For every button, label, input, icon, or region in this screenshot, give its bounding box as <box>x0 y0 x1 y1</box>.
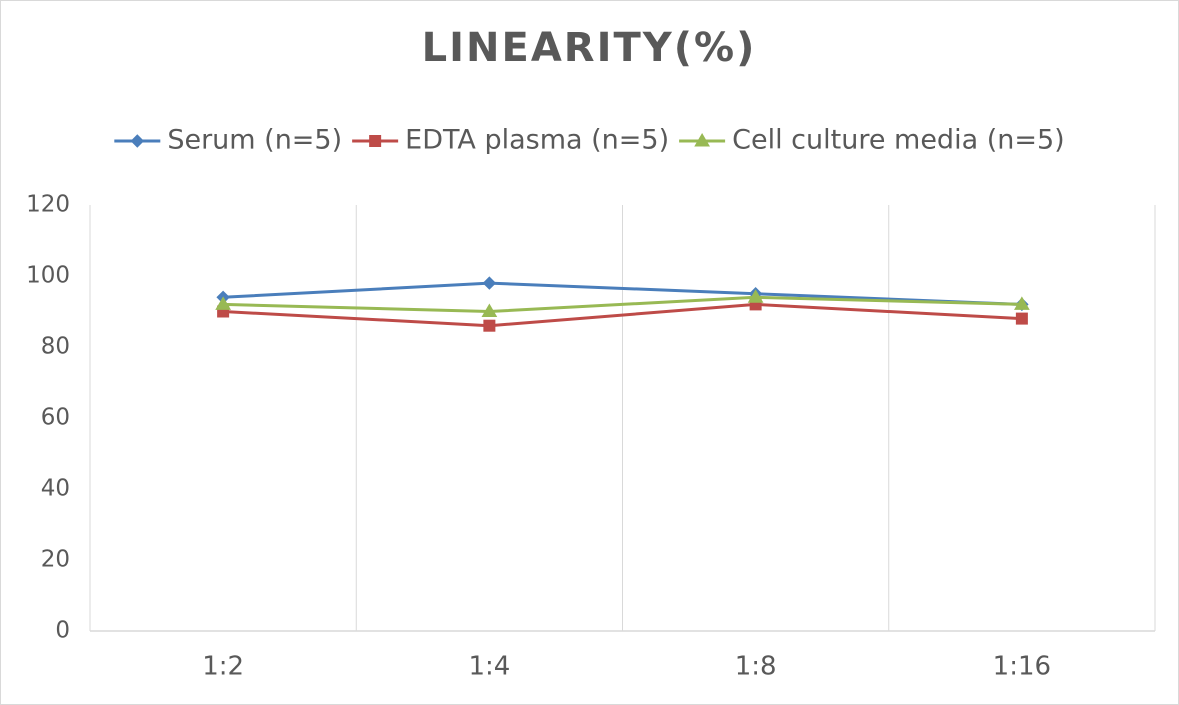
series-line <box>223 302 1022 328</box>
legend-item: Serum (n=5) <box>114 125 342 156</box>
marker <box>481 303 498 317</box>
marker <box>483 319 496 332</box>
legend-label: Cell culture media (n=5) <box>732 125 1065 156</box>
legend-label: EDTA plasma (n=5) <box>405 125 669 156</box>
series-line <box>223 295 1022 314</box>
y-tick-label: 0 <box>55 618 70 644</box>
marker <box>369 135 382 147</box>
y-tick-label: 20 <box>41 547 70 573</box>
y-tick-label: 120 <box>26 192 70 218</box>
legend: Serum (n=5) EDTA plasma (n=5) Cell culture… <box>114 125 1065 156</box>
marker <box>215 296 231 310</box>
series-line <box>223 281 1022 306</box>
x-tick-label: 1:4 <box>468 652 510 682</box>
marker <box>1014 296 1030 310</box>
x-tick-label: 1:2 <box>202 652 244 682</box>
y-tick-label: 100 <box>26 263 70 289</box>
marker <box>482 276 497 290</box>
y-tick-label: 40 <box>41 476 70 502</box>
legend-item: Cell culture media (n=5) <box>679 125 1065 156</box>
legend-label: Serum (n=5) <box>167 125 342 156</box>
marker <box>747 289 764 303</box>
x-tick-label: 1:16 <box>993 652 1051 682</box>
marker <box>1015 312 1028 325</box>
x-tick-label: 1:8 <box>735 652 777 682</box>
y-tick-label: 80 <box>41 334 70 360</box>
y-tick-label: 60 <box>41 405 70 431</box>
marker <box>130 134 145 148</box>
chart-title: LINEARITY(%) <box>422 25 757 71</box>
legend-item: EDTA plasma (n=5) <box>352 125 669 156</box>
marker <box>694 133 710 147</box>
